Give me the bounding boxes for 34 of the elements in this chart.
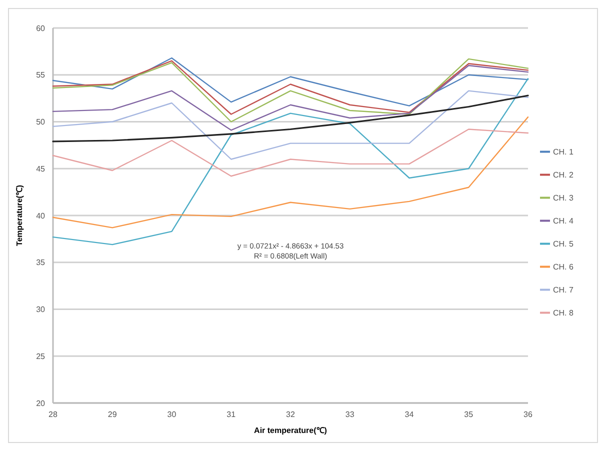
x-tick-label: 31 <box>226 410 236 419</box>
legend-label: CH. 4 <box>553 216 574 226</box>
x-tick-label: 34 <box>404 410 414 419</box>
line-series <box>52 94 529 142</box>
y-tick-label: 20 <box>36 398 46 408</box>
y-tick-label: 45 <box>36 164 46 174</box>
y-tick-label: 35 <box>36 258 46 268</box>
x-tick-label: 28 <box>48 410 58 419</box>
y-tick-label: 30 <box>36 305 46 314</box>
y-tick-label: 25 <box>36 352 46 361</box>
legend-label: CH. 8 <box>553 308 574 318</box>
x-tick-label: 33 <box>345 410 355 419</box>
y-tick-label: 40 <box>36 211 46 220</box>
y-tick-label: 60 <box>36 24 46 33</box>
line-series <box>52 116 529 228</box>
line-series <box>52 128 529 177</box>
legend-label: CH. 7 <box>553 286 574 295</box>
line-series <box>52 57 529 106</box>
legend-label: CH. 2 <box>553 170 574 180</box>
line-series <box>52 64 529 131</box>
legend-label: CH. 6 <box>553 262 574 272</box>
y-axis-title: Temperature(℃) <box>15 184 24 246</box>
x-tick-label: 35 <box>464 410 474 419</box>
x-tick-label: 30 <box>167 410 177 419</box>
x-tick-label: 29 <box>108 410 118 419</box>
legend-label: CH. 3 <box>553 194 574 203</box>
y-tick-label: 50 <box>36 118 46 127</box>
x-tick-label: 32 <box>286 410 296 419</box>
legend-label: CH. 5 <box>553 240 574 249</box>
line-series <box>52 90 529 160</box>
y-tick-label: 55 <box>36 70 46 80</box>
x-axis-title: Air temperature(℃) <box>254 426 328 435</box>
x-tick-label: 36 <box>524 410 533 419</box>
legend-label: CH. 1 <box>553 148 574 157</box>
